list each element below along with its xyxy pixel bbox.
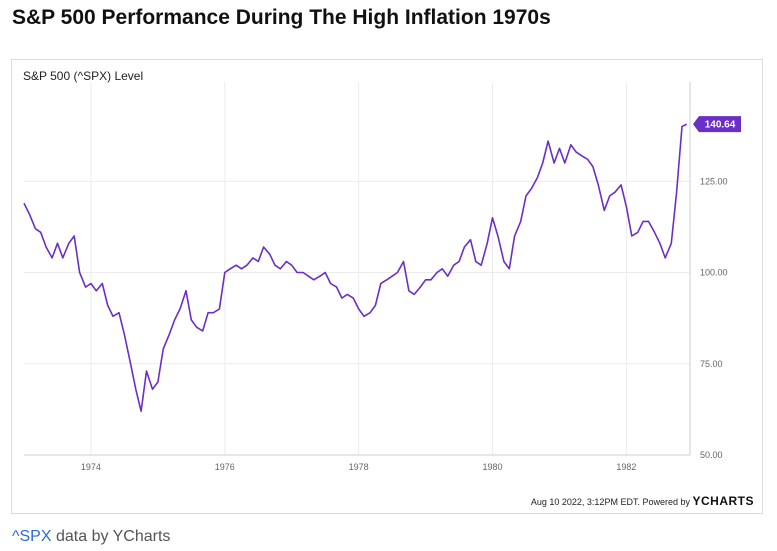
x-tick-label: 1978 (349, 462, 369, 472)
y-tick-label: 100.00 (700, 268, 728, 278)
series-title: S&P 500 (^SPX) Level (23, 69, 144, 83)
last-value-label: 140.64 (705, 120, 736, 131)
page-title: S&P 500 Performance During The High Infl… (12, 6, 551, 29)
powered-by-note: Aug 10 2022, 3:12PM EDT. Powered by YCHA… (531, 494, 754, 508)
last-value-badge (693, 116, 741, 133)
x-tick-label: 1982 (616, 462, 636, 472)
timestamp-text: Aug 10 2022, 3:12PM EDT. Powered by (530, 497, 693, 507)
data-attribution: ^SPX data by YCharts (12, 528, 170, 546)
spx-link[interactable]: ^SPX (12, 528, 52, 545)
spx-series-line (23, 123, 688, 413)
x-tick-label: 1974 (81, 462, 101, 472)
ycharts-logo[interactable]: YCHARTS (692, 494, 754, 508)
x-tick-label: 1980 (483, 462, 503, 472)
y-tick-label: 125.00 (700, 176, 728, 186)
x-tick-label: 1976 (215, 462, 235, 472)
line-chart: 50.00 75.00 100.00 125.00 1974 1976 1978 1980 19… (23, 82, 741, 472)
chart-panel: S&P 500 (^SPX) Level 50.00 75.00 100.00 125… (11, 59, 763, 514)
ycharts-logo-text: CHARTS (701, 494, 754, 508)
y-tick-label: 50.00 (700, 450, 723, 460)
y-tick-label: 75.00 (700, 359, 723, 369)
attribution-text: data by YCharts (51, 528, 171, 545)
ycharts-logo-y: Y (692, 494, 701, 508)
